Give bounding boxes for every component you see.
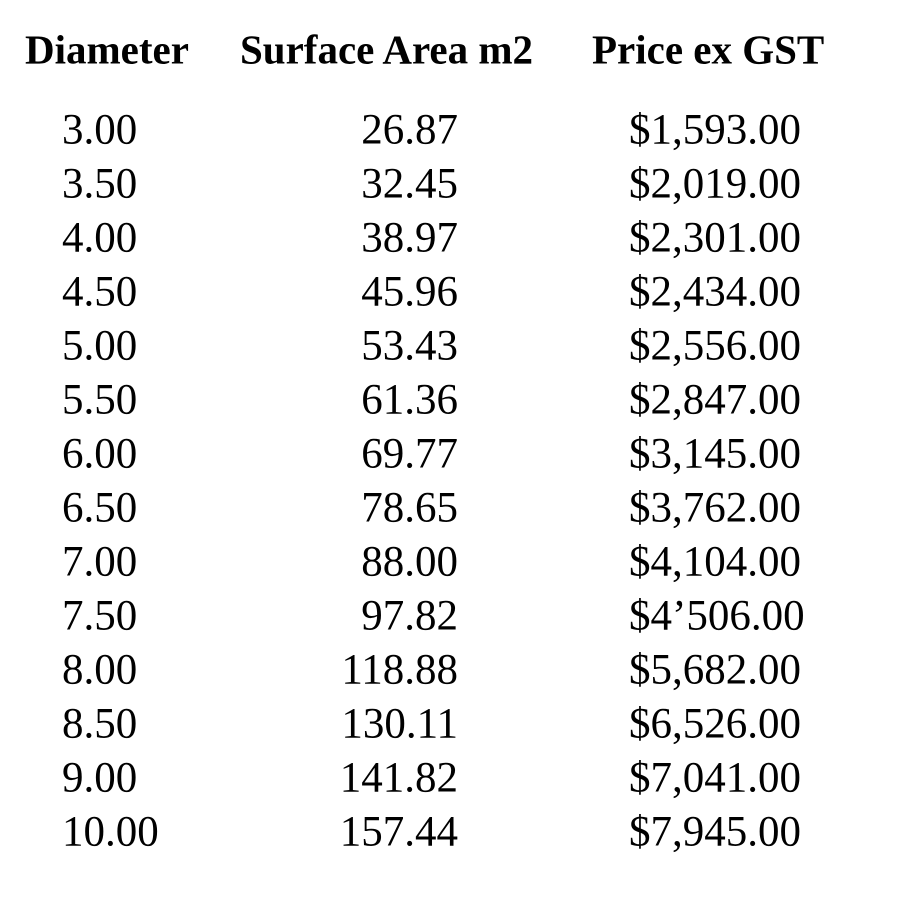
column-header: Price ex GST (592, 26, 825, 73)
area-cell: 88.00 (361, 538, 458, 586)
price-cell: $2,847.00 (629, 376, 801, 424)
column-header: Diameter (25, 26, 189, 73)
diameter-cell: 3.00 (62, 106, 138, 154)
diameter-cell: 4.50 (62, 268, 138, 316)
diameter-cell: 10.00 (62, 808, 159, 856)
diameter-cell: 7.00 (62, 538, 138, 586)
diameter-cell: 3.50 (62, 160, 138, 208)
area-cell: 130.11 (341, 700, 458, 748)
price-cell: $6,526.00 (629, 700, 801, 748)
area-cell: 97.82 (361, 592, 458, 640)
diameter-cell: 8.00 (62, 646, 138, 694)
price-cell: $4’506.00 (629, 592, 805, 640)
price-cell: $4,104.00 (629, 538, 801, 586)
area-cell: 69.77 (361, 430, 458, 478)
diameter-cell: 5.00 (62, 322, 138, 370)
area-cell: 38.97 (361, 214, 458, 262)
diameter-cell: 4.00 (62, 214, 138, 262)
diameter-cell: 7.50 (62, 592, 138, 640)
area-cell: 53.43 (361, 322, 458, 370)
area-cell: 61.36 (361, 376, 458, 424)
area-cell: 157.44 (339, 808, 458, 856)
area-cell: 26.87 (361, 106, 458, 154)
diameter-cell: 8.50 (62, 700, 138, 748)
price-cell: $7,041.00 (629, 754, 801, 802)
area-cell: 32.45 (361, 160, 458, 208)
price-cell: $5,682.00 (629, 646, 801, 694)
area-cell: 45.96 (361, 268, 458, 316)
diameter-cell: 6.00 (62, 430, 138, 478)
price-cell: $3,145.00 (629, 430, 801, 478)
price-cell: $2,434.00 (629, 268, 801, 316)
area-cell: 118.88 (341, 646, 458, 694)
column-header: Surface Area m2 (240, 26, 534, 73)
price-cell: $2,301.00 (629, 214, 801, 262)
diameter-cell: 5.50 (62, 376, 138, 424)
price-cell: $7,945.00 (629, 808, 801, 856)
area-cell: 78.65 (361, 484, 458, 532)
diameter-cell: 9.00 (62, 754, 138, 802)
price-cell: $2,019.00 (629, 160, 801, 208)
price-cell: $1,593.00 (629, 106, 801, 154)
diameter-cell: 6.50 (62, 484, 138, 532)
price-cell: $3,762.00 (629, 484, 801, 532)
price-cell: $2,556.00 (629, 322, 801, 370)
area-cell: 141.82 (339, 754, 458, 802)
